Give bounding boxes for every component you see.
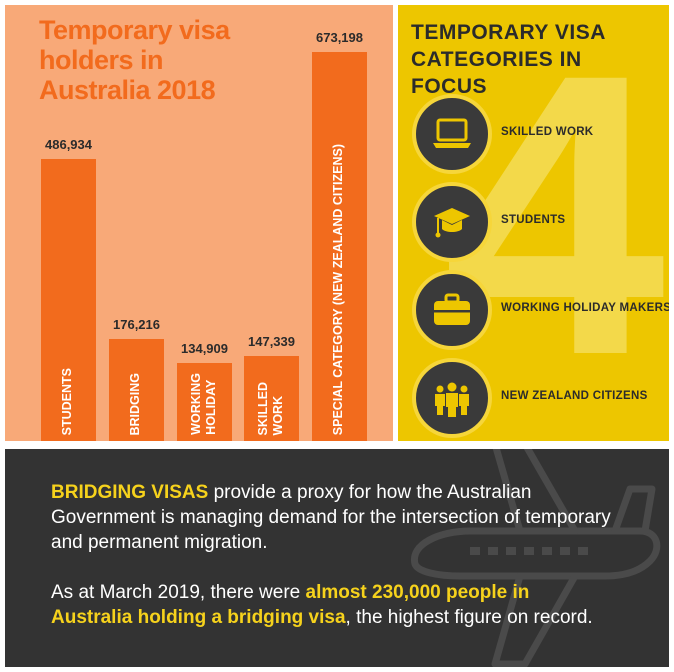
focus-panel: 4 TEMPORARY VISA CATEGORIES IN FOCUS SKI… (398, 5, 669, 441)
bar-label-skilled-work: SKILLED WORK (256, 381, 285, 435)
bridging-stat-highlight: almost 230,000 people in Australia holdi… (51, 582, 530, 628)
info-panel: BRIDGING VISAS provide a proxy for how t… (5, 449, 669, 667)
graduation-cap-icon (412, 182, 492, 262)
bar-label-working-holiday: WORKING HOLIDAY (189, 373, 218, 435)
bar-value-working-holiday: 134,909 (181, 341, 228, 356)
bar-value-bridging: 176,216 (113, 317, 160, 332)
bridging-stat-paragraph: As at March 2019, there were almost 230,… (51, 580, 611, 630)
paragraph-text: , the highest figure on record. (345, 607, 593, 628)
bar-bridging: BRIDGING (109, 339, 164, 441)
bridging-visas-paragraph: BRIDGING VISAS provide a proxy for how t… (51, 480, 611, 555)
bar-value-students: 486,934 (45, 137, 92, 152)
airplane-icon (411, 449, 661, 667)
briefcase-icon (412, 270, 492, 350)
chart-title: Temporary visa holders in Australia 2018 (39, 15, 230, 105)
bar-value-special-category: 673,198 (316, 30, 363, 45)
bar-students: STUDENTS (41, 159, 96, 441)
category-label: WORKING HOLIDAY MAKERS (501, 302, 669, 314)
bar-label-students: STUDENTS (60, 367, 74, 435)
category-skilled-work: SKILLED WORK (412, 94, 667, 174)
category-label: SKILLED WORK (501, 126, 594, 138)
laptop-icon (412, 94, 492, 174)
category-students: STUDENTS (412, 182, 667, 262)
category-label: NEW ZEALAND CITIZENS (501, 390, 648, 402)
category-working-holiday-makers: WORKING HOLIDAY MAKERS (412, 270, 669, 350)
bar-value-skilled-work: 147,339 (248, 334, 295, 349)
paragraph-text: provide a proxy for how the Australian G… (51, 482, 611, 553)
category-label: STUDENTS (501, 214, 566, 226)
focus-title: TEMPORARY VISA CATEGORIES IN FOCUS (411, 21, 606, 98)
bridging-visas-highlight: BRIDGING VISAS (51, 482, 209, 503)
bar-chart-panel: Temporary visa holders in Australia 2018… (5, 5, 393, 441)
bar-label-special-category: SPECIAL CATEGORY (NEW ZEALAND CITIZENS) (331, 143, 345, 435)
category-new-zealand-citizens: NEW ZEALAND CITIZENS (412, 358, 667, 438)
bar-skilled-work: SKILLED WORK (244, 356, 299, 441)
bar-special-category: SPECIAL CATEGORY (NEW ZEALAND CITIZENS) (312, 52, 367, 441)
people-icon (412, 358, 492, 438)
bar-label-bridging: BRIDGING (128, 372, 142, 436)
paragraph-text: As at March 2019, there were (51, 582, 306, 603)
bar-working-holiday: WORKING HOLIDAY (177, 363, 232, 441)
